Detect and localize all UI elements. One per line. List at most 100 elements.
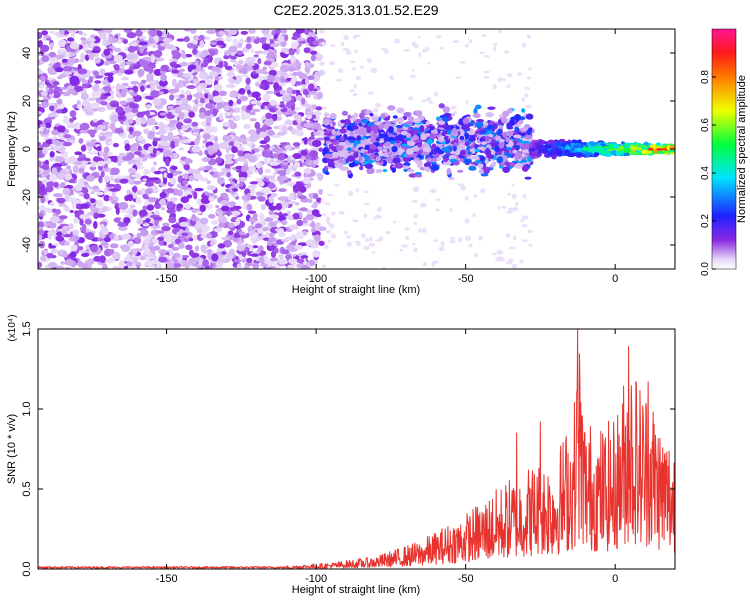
noise-mark <box>168 248 174 257</box>
noise-mark <box>129 103 138 109</box>
noise-mark <box>110 114 119 123</box>
noise-mark <box>132 209 138 217</box>
noise-mark <box>182 54 187 59</box>
noise-mark <box>124 69 134 75</box>
noise-mark <box>253 169 260 174</box>
noise-mark <box>92 118 98 123</box>
noise-mark <box>152 237 158 244</box>
noise-mark <box>305 239 316 246</box>
noise-mark <box>214 135 219 143</box>
noise-mark <box>508 207 513 212</box>
noise-mark <box>81 79 89 85</box>
noise-mark <box>300 265 310 269</box>
noise-mark <box>186 194 193 199</box>
noise-mark <box>205 102 214 110</box>
noise-mark <box>373 216 378 220</box>
noise-mark <box>412 242 416 246</box>
noise-mark <box>128 213 134 219</box>
noise-mark <box>208 71 218 78</box>
noise-mark <box>87 264 92 269</box>
noise-mark <box>255 68 266 74</box>
noise-mark <box>163 230 173 238</box>
noise-mark <box>46 84 56 88</box>
band-mark <box>402 165 410 170</box>
noise-mark <box>268 210 275 216</box>
noise-mark <box>245 43 252 50</box>
band-mark <box>367 159 373 165</box>
band-mark <box>653 149 658 154</box>
noise-mark <box>228 248 235 256</box>
noise-mark <box>76 104 82 110</box>
noise-mark <box>376 206 382 212</box>
noise-mark <box>324 202 331 206</box>
noise-mark <box>408 96 414 101</box>
noise-mark <box>473 252 478 258</box>
noise-mark <box>261 75 268 80</box>
noise-mark <box>207 252 213 260</box>
band-mark <box>495 136 501 142</box>
noise-mark <box>439 46 444 50</box>
band-mark <box>347 155 356 162</box>
noise-mark <box>107 74 114 83</box>
noise-mark <box>300 255 309 259</box>
noise-mark <box>233 259 242 263</box>
noise-mark <box>229 55 237 60</box>
band-mark <box>473 107 478 115</box>
noise-mark <box>121 87 129 94</box>
noise-mark <box>248 217 257 224</box>
noise-mark <box>146 72 154 81</box>
band-mark <box>346 125 353 131</box>
noise-mark <box>48 51 57 58</box>
noise-mark <box>38 32 43 39</box>
noise-mark <box>47 116 56 120</box>
noise-mark <box>196 85 203 93</box>
noise-mark <box>348 190 354 197</box>
noise-mark <box>294 244 303 250</box>
band-mark <box>518 119 524 125</box>
noise-mark <box>109 188 119 192</box>
noise-mark <box>246 165 256 171</box>
noise-mark <box>179 103 187 111</box>
noise-mark <box>264 217 274 222</box>
noise-mark <box>128 126 134 133</box>
noise-mark <box>511 183 515 187</box>
noise-mark <box>288 224 299 231</box>
noise-mark <box>134 165 145 170</box>
noise-mark <box>427 61 431 65</box>
noise-mark <box>126 112 135 116</box>
noise-mark <box>193 234 198 241</box>
noise-mark <box>145 218 151 223</box>
band-mark <box>327 161 334 168</box>
noise-mark <box>80 160 89 165</box>
noise-mark <box>243 123 251 130</box>
noise-mark <box>219 141 228 150</box>
noise-mark <box>160 206 166 211</box>
noise-mark <box>71 31 76 39</box>
noise-mark <box>131 130 142 137</box>
noise-mark <box>188 175 195 182</box>
noise-mark <box>91 90 102 99</box>
noise-mark <box>310 228 317 233</box>
noise-mark <box>103 194 110 202</box>
noise-mark <box>281 249 290 255</box>
noise-mark <box>261 43 271 51</box>
noise-mark <box>127 134 134 139</box>
noise-mark <box>181 232 189 237</box>
noise-mark <box>322 105 327 111</box>
noise-mark <box>132 142 140 147</box>
noise-mark <box>511 193 517 200</box>
noise-mark <box>303 168 312 175</box>
noise-mark <box>340 41 345 47</box>
noise-mark <box>248 129 257 135</box>
noise-mark <box>296 219 304 227</box>
band-mark <box>415 160 423 165</box>
noise-mark <box>41 55 50 63</box>
noise-mark <box>308 259 315 267</box>
band-mark <box>481 141 487 145</box>
noise-mark <box>94 57 101 64</box>
noise-mark <box>481 34 487 37</box>
noise-mark <box>269 245 277 251</box>
noise-mark <box>47 231 57 236</box>
band-mark <box>353 140 361 145</box>
noise-mark <box>80 145 87 152</box>
